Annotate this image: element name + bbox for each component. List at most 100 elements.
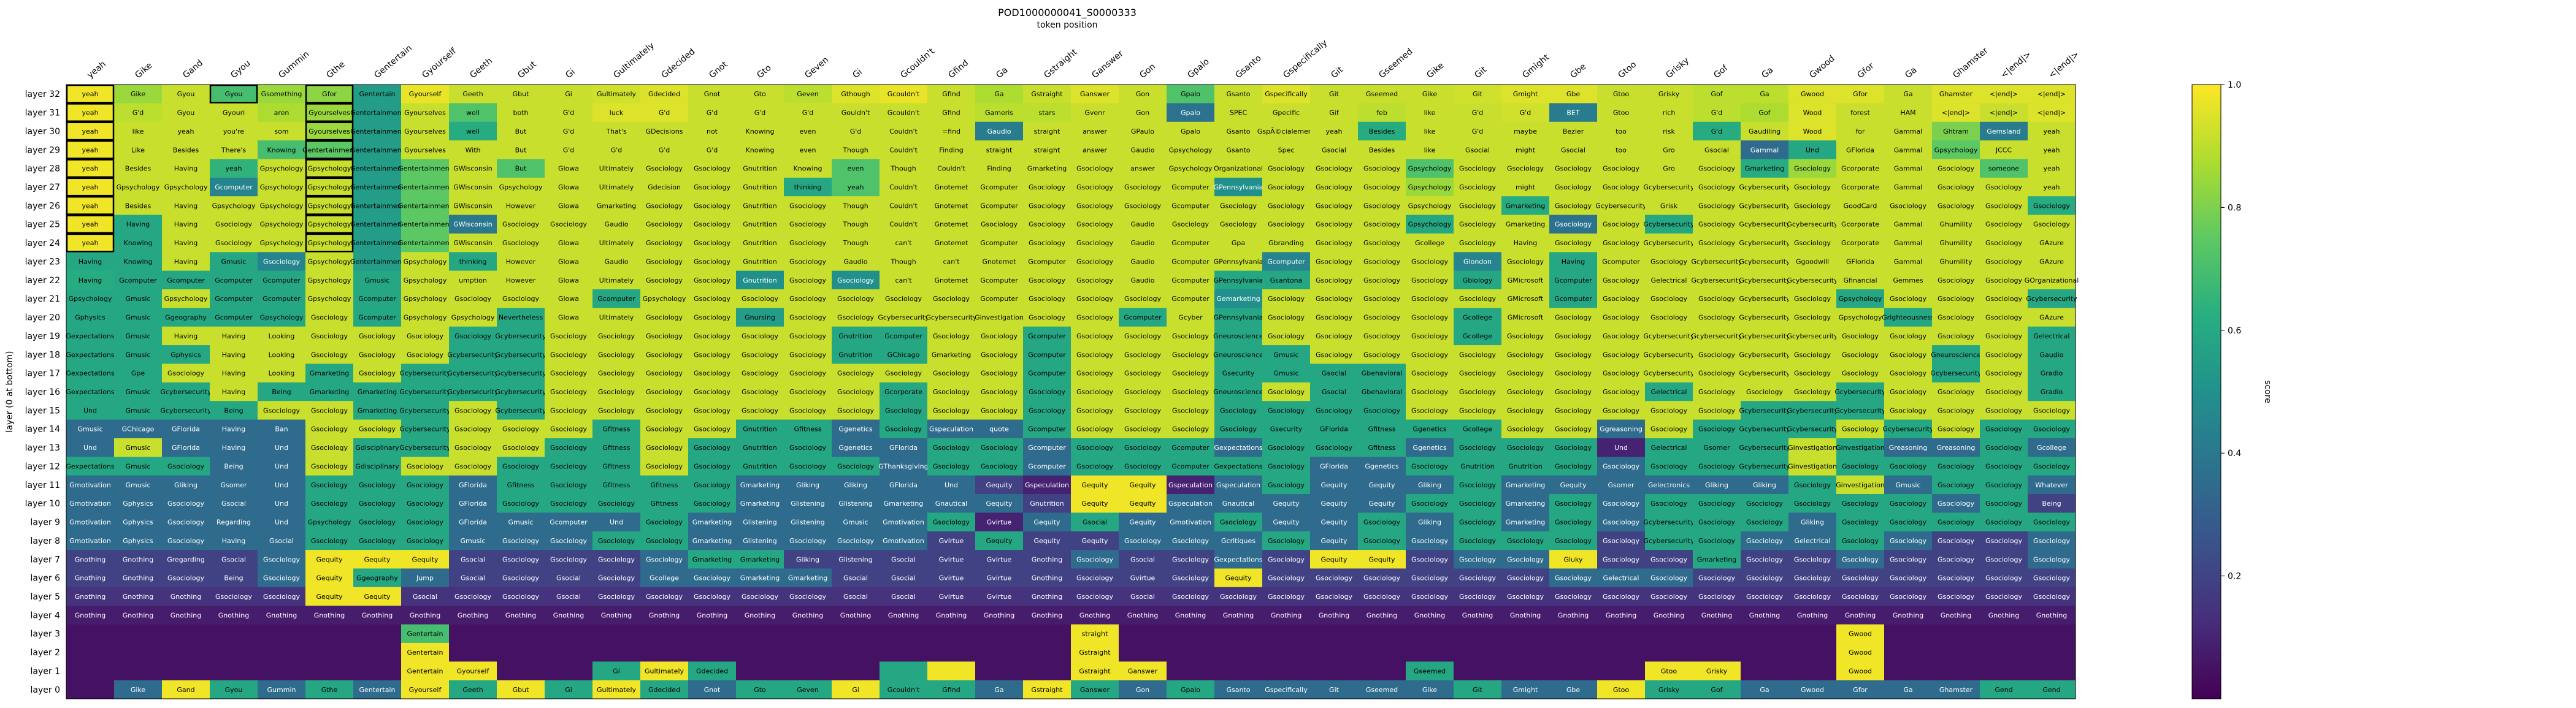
heatmap-cell (1693, 457, 1741, 476)
heatmap-cell (880, 606, 928, 625)
cell-token: Gnotemet (934, 221, 968, 229)
cell-token: Gsociology (646, 555, 683, 563)
cell-token: Gspeculation (1168, 500, 1213, 508)
heatmap-cell (1406, 419, 1454, 439)
heatmap-cell (2028, 531, 2076, 550)
cell-token: Being (224, 406, 243, 414)
heatmap-cell (401, 624, 450, 644)
heatmap-cell (305, 326, 354, 346)
heatmap-cell (1071, 457, 1119, 476)
highlight-box (209, 84, 258, 104)
heatmap-cell (927, 345, 976, 364)
heatmap-cell (1358, 345, 1406, 364)
heatmap-cell (1932, 140, 1980, 159)
cell-token: Gsocial (221, 555, 246, 563)
cell-token: Gsociology (263, 574, 301, 582)
heatmap-cell (2028, 177, 2076, 197)
cell-token: straight (1034, 128, 1060, 135)
heatmap-cell (353, 382, 402, 402)
cell-token: Gsociology (215, 221, 253, 229)
cell-token: quote (989, 425, 1009, 433)
heatmap-cell (114, 177, 163, 197)
heatmap-cell (1214, 438, 1263, 457)
x-tick-label: Git (1329, 64, 1345, 80)
heatmap-cell (1549, 475, 1598, 495)
heatmap-cell (688, 85, 737, 104)
heatmap-cell (640, 345, 689, 364)
heatmap-cell (210, 289, 258, 308)
heatmap-cell (1549, 252, 1598, 272)
heatmap-cell (1597, 252, 1646, 272)
heatmap-cell (497, 419, 545, 439)
cell-token: Gsociology (1507, 425, 1544, 433)
heatmap-cell (1788, 512, 1837, 532)
cell-token: Gsocial (556, 593, 581, 601)
heatmap-cell (1836, 121, 1885, 141)
heatmap-cell (1119, 401, 1167, 421)
heatmap-cell (927, 606, 976, 625)
heatmap-cell (640, 606, 689, 625)
cell-token: Gnursing (745, 314, 775, 322)
cell-token: Knowing (746, 146, 775, 154)
cell-token: Gsociology (1411, 257, 1449, 265)
cell-token: Gcomputer (358, 314, 396, 322)
cell-token: Gsociology (1076, 593, 1114, 601)
cell-token: Gmarketing (884, 500, 924, 508)
cell-token: Gsociology (1938, 314, 1975, 322)
heatmap-cell (1310, 121, 1359, 141)
cell-token: Gemmes (1893, 276, 1923, 284)
cell-token: Gsociology (1268, 593, 1305, 601)
heatmap-cell (1741, 382, 1789, 402)
heatmap-cell (1597, 345, 1646, 364)
heatmap-cell (1071, 252, 1119, 272)
heatmap-cell (1693, 382, 1741, 402)
heatmap-cell (1884, 177, 1933, 197)
heatmap-cell (1597, 606, 1646, 625)
cell-token: Knowing (124, 239, 153, 247)
heatmap-cell (784, 382, 832, 402)
cell-token: Having (222, 351, 246, 359)
heatmap-cell (305, 177, 354, 197)
cell-token: Gmarketing (692, 555, 732, 563)
heatmap-cell (1788, 326, 1837, 346)
heatmap-cell (1071, 103, 1119, 123)
heatmap-cell (1836, 196, 1885, 216)
cell-token: Gmarketing (740, 481, 780, 489)
heatmap-cell (1214, 419, 1263, 439)
heatmap-cell (927, 680, 976, 699)
cell-token: Gfitness (603, 425, 631, 433)
heatmap-cell (1214, 215, 1263, 234)
heatmap-cell (1167, 326, 1215, 346)
heatmap-cell (1406, 512, 1454, 532)
cell-token: Gsocial (269, 537, 294, 545)
heatmap-cell (1741, 364, 1789, 383)
cell-token: Having (174, 202, 198, 210)
cell-token: Gsociology (1603, 500, 1640, 508)
heatmap-cell (401, 550, 450, 569)
cell-token: Gequity (1273, 500, 1300, 508)
heatmap-cell (497, 587, 545, 606)
heatmap-cell (880, 177, 928, 197)
cell-token: Having (222, 370, 246, 378)
cell-token: Gsociology (981, 462, 1018, 470)
cell-token: Gequity (412, 555, 439, 563)
cell-token: Ggeography (165, 314, 207, 322)
heatmap-cell (1119, 270, 1167, 290)
heatmap-cell (1645, 531, 1693, 550)
cell-token: Gsociology (789, 221, 827, 229)
heatmap-cell (688, 364, 737, 383)
heatmap-cell (1119, 140, 1167, 159)
heatmap-cell (1501, 252, 1550, 272)
cell-token: Gnothing (1462, 611, 1493, 619)
cell-token: Gsomer (1704, 444, 1730, 452)
heatmap-cell (497, 159, 545, 178)
highlight-box (66, 103, 115, 122)
cell-token: Gsociology (1603, 332, 1640, 340)
cell-token: Jump (416, 574, 434, 582)
y-tick-label: layer 11 (25, 481, 60, 490)
cell-token: Gcybersecurity (878, 314, 929, 322)
heatmap-cell (975, 252, 1024, 272)
cell-token: Gequity (1081, 537, 1108, 545)
heatmap-cell (258, 550, 306, 569)
cell-token: Gcomputer (1028, 462, 1066, 470)
